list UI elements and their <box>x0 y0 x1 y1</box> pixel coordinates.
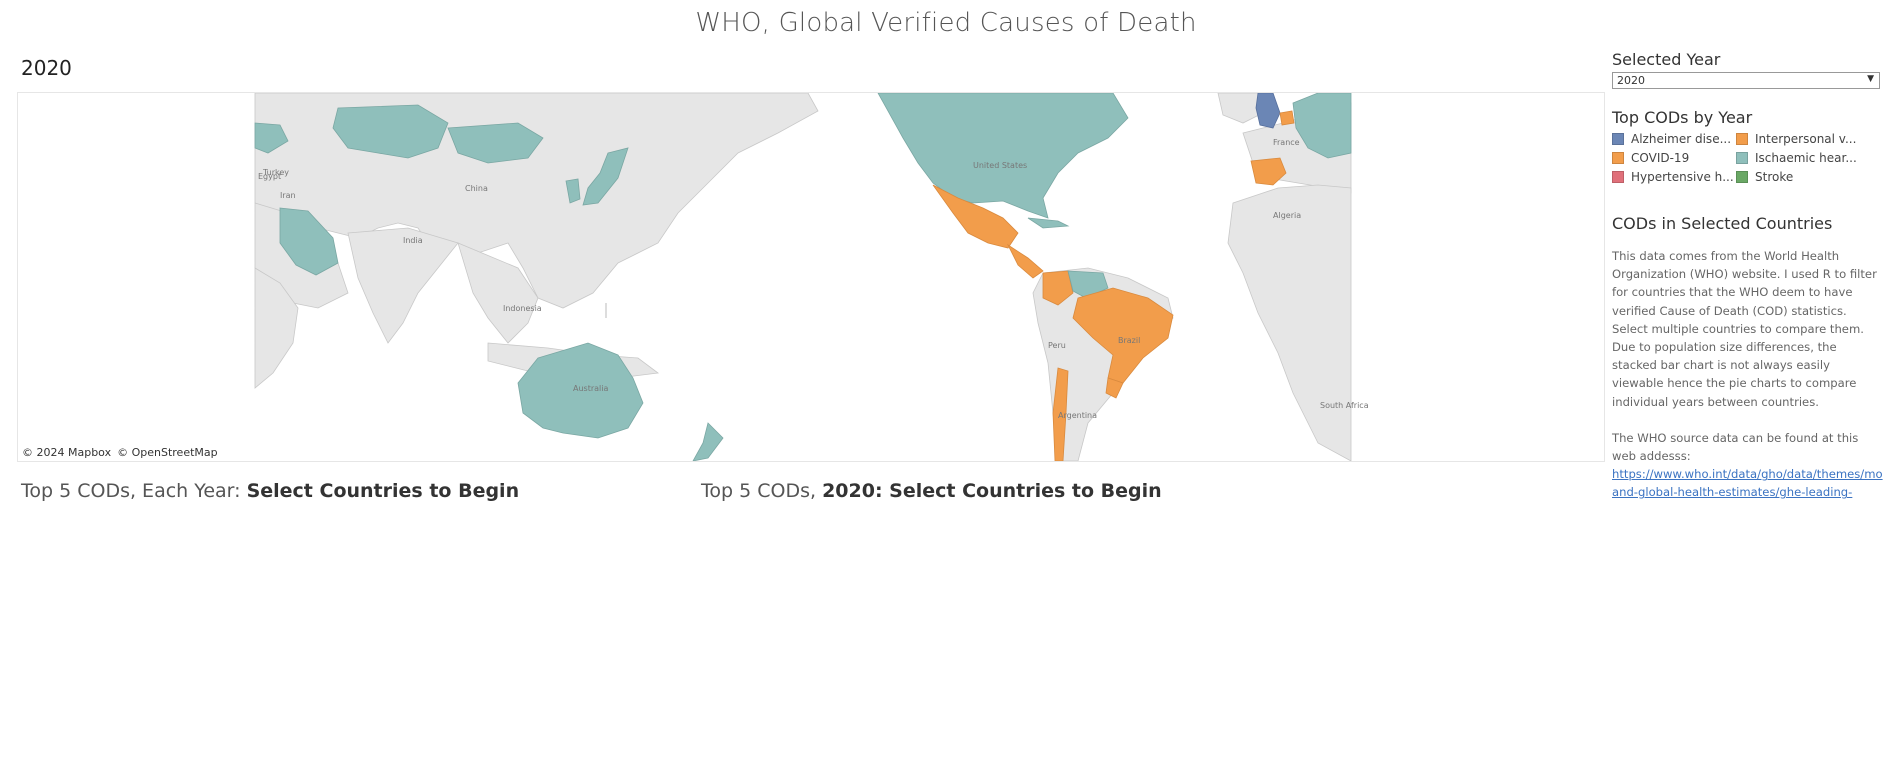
map-label-brazil: Brazil <box>1118 336 1140 345</box>
netherlands-country[interactable] <box>1279 110 1295 126</box>
cuba-country[interactable] <box>1027 217 1070 229</box>
sidebar: Selected Year 2020 ▼ Top CODs by Year Al… <box>1612 50 1892 502</box>
map-label-india: India <box>403 236 423 245</box>
mapbox-credit-link[interactable]: © 2024 Mapbox <box>22 446 112 459</box>
map-label-united-states: United States <box>973 161 1027 170</box>
map-label-argentina: Argentina <box>1058 411 1097 420</box>
caucasus-country[interactable] <box>254 122 289 154</box>
europe-country[interactable] <box>1292 93 1352 159</box>
legend-item-label: Ischaemic hear... <box>1755 151 1857 165</box>
description-paragraph: This data comes from the World Health Or… <box>1612 249 1877 409</box>
central-america-country[interactable] <box>1006 243 1044 279</box>
dashboard-title: WHO, Global Verified Causes of Death <box>695 8 1197 38</box>
world-map[interactable]: Turkey Iran China India Indonesia Austra… <box>17 92 1605 462</box>
se-asia-landmass[interactable] <box>457 242 539 344</box>
selected-year-chart-heading: Top 5 CODs, 2020: Select Countries to Be… <box>701 480 1162 502</box>
selected-year-chart-prefix: Top 5 CODs, <box>701 480 823 502</box>
legend-item-label: Stroke <box>1755 170 1794 184</box>
source-link-line-1[interactable]: https://www.who.int/data/gho/data/themes… <box>1612 467 1883 482</box>
map-label-peru: Peru <box>1048 341 1066 350</box>
selected-year-chart-action: : Select Countries to Begin <box>874 480 1162 502</box>
north-america-country[interactable] <box>877 93 1129 219</box>
uruguay-country[interactable] <box>1105 377 1124 399</box>
central-asia-country[interactable] <box>332 104 449 159</box>
korea-country[interactable] <box>565 178 581 204</box>
legend-item-covid[interactable]: COVID-19 <box>1612 151 1736 165</box>
legend-title: Top CODs by Year <box>1612 108 1753 127</box>
chile-country[interactable] <box>1052 367 1069 461</box>
description-text: This data comes from the World Health Or… <box>1612 247 1884 502</box>
each-year-chart-prefix: Top 5 CODs, Each Year: <box>21 480 247 502</box>
selected-year-value: 2020 <box>1617 74 1645 87</box>
brazil-country[interactable] <box>1072 287 1174 384</box>
map-attribution: © 2024 Mapbox © OpenStreetMap <box>22 446 224 459</box>
legend-swatch <box>1736 133 1748 145</box>
spain-country[interactable] <box>1250 157 1287 186</box>
north-africa-landmass[interactable] <box>1227 184 1352 461</box>
saudi-arabia-country[interactable] <box>279 207 339 276</box>
india-landmass[interactable] <box>347 227 459 344</box>
map-canvas[interactable]: Turkey Iran China India Indonesia Austra… <box>18 93 1604 461</box>
legend-item-alzheimer[interactable]: Alzheimer dise... <box>1612 132 1736 146</box>
chevron-down-icon[interactable]: ▼ <box>1867 74 1874 84</box>
legend-item-stroke[interactable]: Stroke <box>1736 170 1866 184</box>
legend-swatch <box>1612 133 1624 145</box>
map-year-heading: 2020 <box>21 56 72 80</box>
legend-item-interpersonal[interactable]: Interpersonal v... <box>1736 132 1866 146</box>
source-link-line-2[interactable]: and-global-health-estimates/ghe-leading- <box>1612 485 1853 500</box>
legend-swatch <box>1612 152 1624 164</box>
map-label-algeria: Algeria <box>1273 211 1301 220</box>
colombia-country[interactable] <box>1042 270 1074 306</box>
legend-swatch <box>1612 171 1624 183</box>
mexico-country[interactable] <box>932 184 1019 249</box>
japan-country[interactable] <box>582 147 629 206</box>
legend-item-label: Alzheimer dise... <box>1631 132 1732 146</box>
legend-swatch <box>1736 152 1748 164</box>
map-label-france: France <box>1273 138 1300 147</box>
legend-item-label: Hypertensive h... <box>1631 170 1734 184</box>
map-label-indonesia: Indonesia <box>503 304 542 313</box>
legend-swatch <box>1736 171 1748 183</box>
map-label-iran: Iran <box>280 191 296 200</box>
map-label-china: China <box>465 184 488 193</box>
new-zealand-country[interactable] <box>692 422 724 461</box>
cods-section-title: CODs in Selected Countries <box>1612 214 1833 233</box>
osm-credit-link[interactable]: © OpenStreetMap <box>117 446 218 459</box>
each-year-chart-heading: Top 5 CODs, Each Year: Select Countries … <box>21 480 519 502</box>
each-year-chart-action: Select Countries to Begin <box>246 480 520 502</box>
greenland-landmass[interactable] <box>1217 93 1269 124</box>
legend-item-label: COVID-19 <box>1631 151 1690 165</box>
map-label-turkey: Turkey <box>262 168 289 177</box>
selected-year-chart-year: 2020 <box>822 480 875 502</box>
selected-year-dropdown[interactable]: 2020 ▼ <box>1612 72 1880 89</box>
legend-item-ischaemic[interactable]: Ischaemic hear... <box>1736 151 1866 165</box>
map-label-south-africa: South Africa <box>1320 401 1369 410</box>
map-label-australia: Australia <box>573 384 608 393</box>
source-intro: The WHO source data can be found at this… <box>1612 430 1859 464</box>
selected-year-label: Selected Year <box>1612 50 1721 69</box>
map-label-egypt: Egypt <box>258 172 281 181</box>
africa-left-landmass[interactable] <box>254 267 299 389</box>
uk-country[interactable] <box>1255 93 1281 129</box>
legend-item-label: Interpersonal v... <box>1755 132 1857 146</box>
australia-country[interactable] <box>517 342 644 439</box>
cod-legend: Alzheimer dise... Interpersonal v... COV… <box>1612 132 1892 184</box>
legend-item-hypertensive[interactable]: Hypertensive h... <box>1612 170 1736 184</box>
mongolia-country[interactable] <box>447 122 544 164</box>
